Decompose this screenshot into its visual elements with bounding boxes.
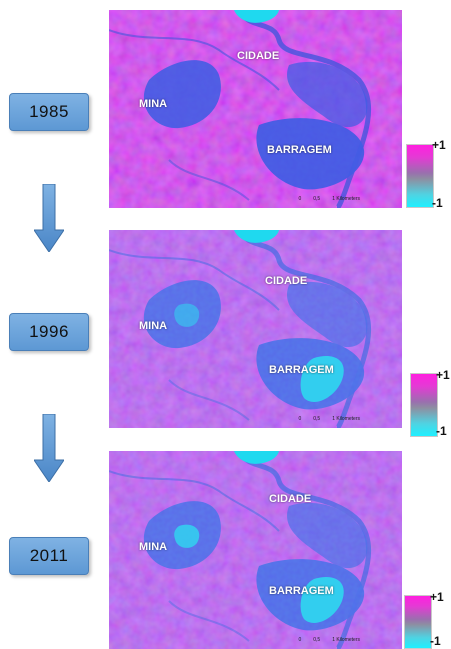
scale-bar: 0 0,5 1 Kilometers xyxy=(298,196,372,202)
scale-tick-label: 0,5 xyxy=(313,416,321,422)
legend-min-label: -1 xyxy=(432,196,443,210)
scale-tick-label: 0 xyxy=(298,196,302,202)
legend-min-label: -1 xyxy=(430,634,441,648)
year-label: 2011 xyxy=(29,546,69,565)
year-box-1985: 1985 xyxy=(9,93,89,131)
year-box-2011: 2011 xyxy=(9,537,89,575)
ndvi-color-legend xyxy=(410,373,438,437)
scale-bar: 0 0,5 1 Kilometers xyxy=(298,416,372,422)
map-1985: CIDADE MINA BARRAGEM 0 0,5 1 Kilometers xyxy=(109,10,402,208)
scale-tick-label: 0 xyxy=(298,637,302,643)
down-arrow-icon xyxy=(34,414,64,482)
legend-max-label: +1 xyxy=(436,368,450,382)
year-box-1996: 1996 xyxy=(9,313,89,351)
mine-label: MINA xyxy=(139,320,168,332)
year-label: 1985 xyxy=(29,102,69,121)
scale-tick-label: 1 Kilometers xyxy=(332,416,360,422)
scale-tick-label: 1 Kilometers xyxy=(332,637,360,643)
mine-label: MINA xyxy=(139,98,168,110)
scale-tick-label: 1 Kilometers xyxy=(332,196,360,202)
legend-max-label: +1 xyxy=(432,138,446,152)
legend-min-label: -1 xyxy=(436,424,447,438)
year-label: 1996 xyxy=(29,322,69,341)
ndvi-color-legend xyxy=(406,144,434,208)
ndvi-color-legend xyxy=(404,595,432,649)
map-2011: CIDADE MINA BARRAGEM 0 0,5 1 Kilometers xyxy=(109,451,402,649)
city-label: CIDADE xyxy=(269,493,312,505)
dam-label: BARRAGEM xyxy=(267,144,332,156)
scale-tick-label: 0,5 xyxy=(313,637,321,643)
map-1996: CIDADE MINA BARRAGEM 0 0,5 1 Kilometers xyxy=(109,230,402,428)
scale-bar: 0 0,5 1 Kilometers xyxy=(298,637,372,643)
legend-max-label: +1 xyxy=(430,590,444,604)
mine-label: MINA xyxy=(139,541,168,553)
dam-label: BARRAGEM xyxy=(269,585,334,597)
dam-label: BARRAGEM xyxy=(269,364,334,376)
scale-tick-label: 0 xyxy=(298,416,302,422)
down-arrow-icon xyxy=(34,184,64,252)
scale-tick-label: 0,5 xyxy=(313,196,321,202)
city-label: CIDADE xyxy=(265,275,308,287)
city-label: CIDADE xyxy=(237,50,280,62)
